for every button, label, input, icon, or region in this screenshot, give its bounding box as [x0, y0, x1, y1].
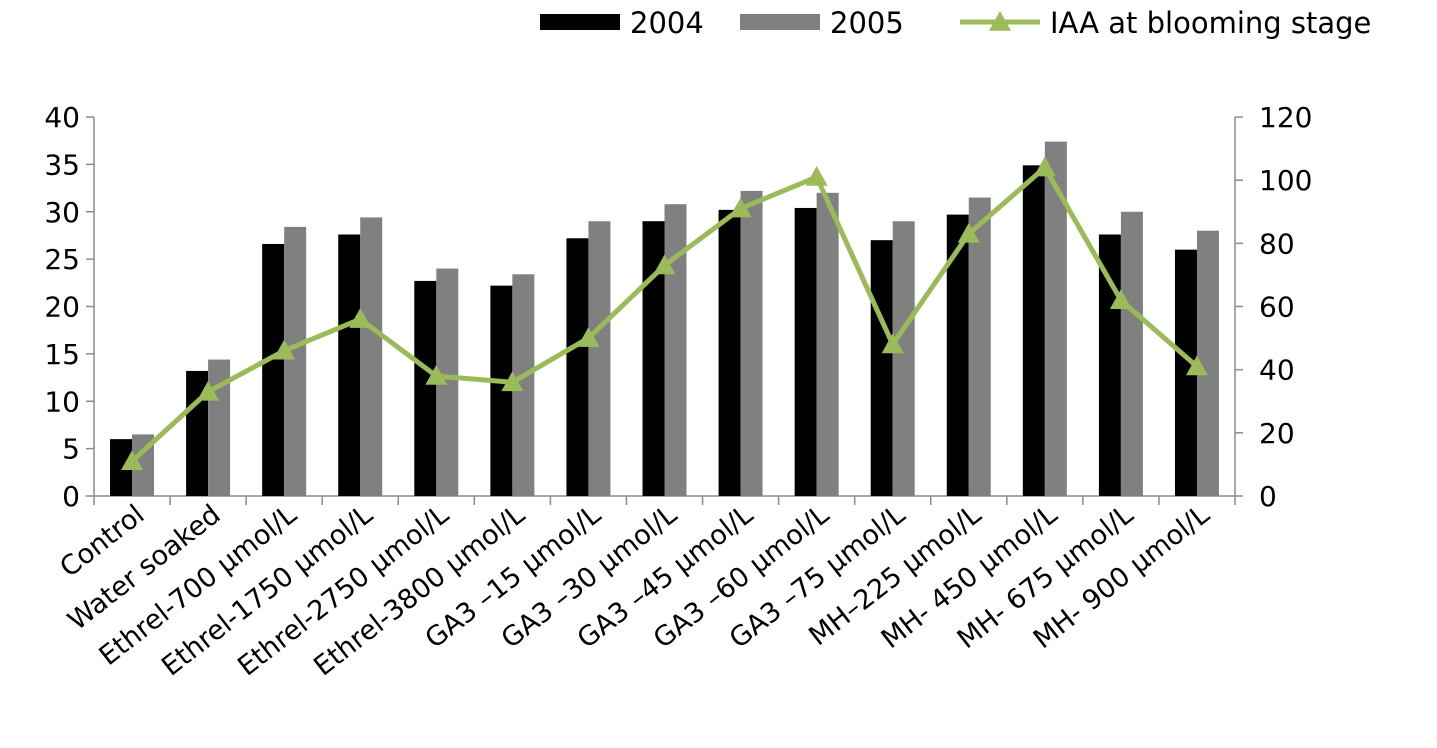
bar-2005-6: [588, 221, 611, 496]
legend-swatch-2004: [540, 14, 620, 30]
left-tick-label: 25: [44, 243, 80, 276]
right-tick-label: 0: [1259, 480, 1277, 513]
bar-2004-6: [566, 238, 589, 496]
bar-2005-10: [892, 221, 915, 496]
bar-2005-5: [512, 274, 535, 496]
bar-2005-14: [1196, 230, 1219, 496]
left-tick-label: 20: [44, 291, 80, 324]
bar-2005-4: [436, 268, 459, 496]
iaa-point-8: [729, 197, 752, 218]
bar-2004-9: [794, 207, 817, 496]
bar-2005-12: [1044, 141, 1067, 496]
iaa-point-0: [121, 450, 144, 471]
bar-2005-9: [816, 192, 839, 497]
bar-2004-5: [490, 285, 513, 496]
left-tick-label: 0: [62, 480, 80, 513]
bar-2005-8: [740, 190, 763, 496]
iaa-line: [121, 156, 1208, 471]
right-tick-label: 80: [1259, 227, 1295, 260]
left-tick-label: 40: [44, 101, 80, 134]
legend-label-2004: 2004: [630, 6, 704, 40]
legend-marker-iaa: [989, 11, 1011, 31]
iaa-point-9: [805, 166, 828, 186]
iaa-point-4: [425, 364, 448, 385]
right-tick-label: 100: [1259, 164, 1312, 197]
iaa-point-6: [577, 327, 600, 347]
bar-2004-8: [718, 209, 741, 497]
left-tick-label: 10: [44, 385, 80, 418]
bar-2005-11: [968, 197, 991, 496]
left-tick-label: 30: [44, 196, 80, 229]
iaa-point-5: [501, 371, 524, 392]
right-tick-label: 60: [1259, 291, 1295, 324]
bar-2005-7: [664, 204, 687, 497]
iaa-point-7: [653, 254, 676, 275]
bar-2005-2: [284, 226, 307, 496]
iaa-point-14: [1185, 355, 1208, 376]
legend-swatch-2005: [740, 14, 820, 30]
bar-2005-0: [132, 434, 155, 496]
bar-2004-12: [1022, 165, 1045, 496]
bar-2004-1: [186, 370, 209, 496]
bar-2004-11: [946, 214, 969, 496]
iaa-point-3: [349, 308, 372, 328]
iaa-point-2: [273, 339, 296, 360]
right-tick-label: 20: [1259, 417, 1295, 450]
bar-2004-14: [1174, 249, 1197, 496]
left-tick-label: 35: [44, 148, 80, 181]
bar-2004-13: [1098, 234, 1121, 497]
right-tick-label: 120: [1259, 101, 1312, 134]
left-tick-label: 5: [62, 433, 80, 466]
iaa-point-1: [197, 380, 220, 401]
bar-2004-10: [870, 240, 893, 496]
bars: [110, 141, 1219, 497]
legend-label-iaa: IAA at blooming stage: [1050, 6, 1371, 40]
bar-2004-7: [642, 221, 665, 496]
bar-2005-13: [1120, 211, 1143, 496]
legend: 2004 2005 IAA at blooming stage: [540, 6, 1371, 40]
bar-2004-2: [262, 243, 285, 496]
iaa-point-10: [881, 333, 904, 354]
iaa-point-13: [1109, 289, 1132, 309]
right-tick-label: 40: [1259, 354, 1295, 387]
bar-2004-3: [338, 234, 361, 497]
bar-2004-4: [414, 280, 437, 496]
legend-label-2005: 2005: [830, 6, 904, 40]
left-tick-label: 15: [44, 338, 80, 371]
iaa-point-12: [1033, 156, 1056, 177]
bar-2005-3: [360, 217, 383, 496]
iaa-point-11: [957, 222, 980, 243]
bar-2004-0: [110, 439, 133, 496]
